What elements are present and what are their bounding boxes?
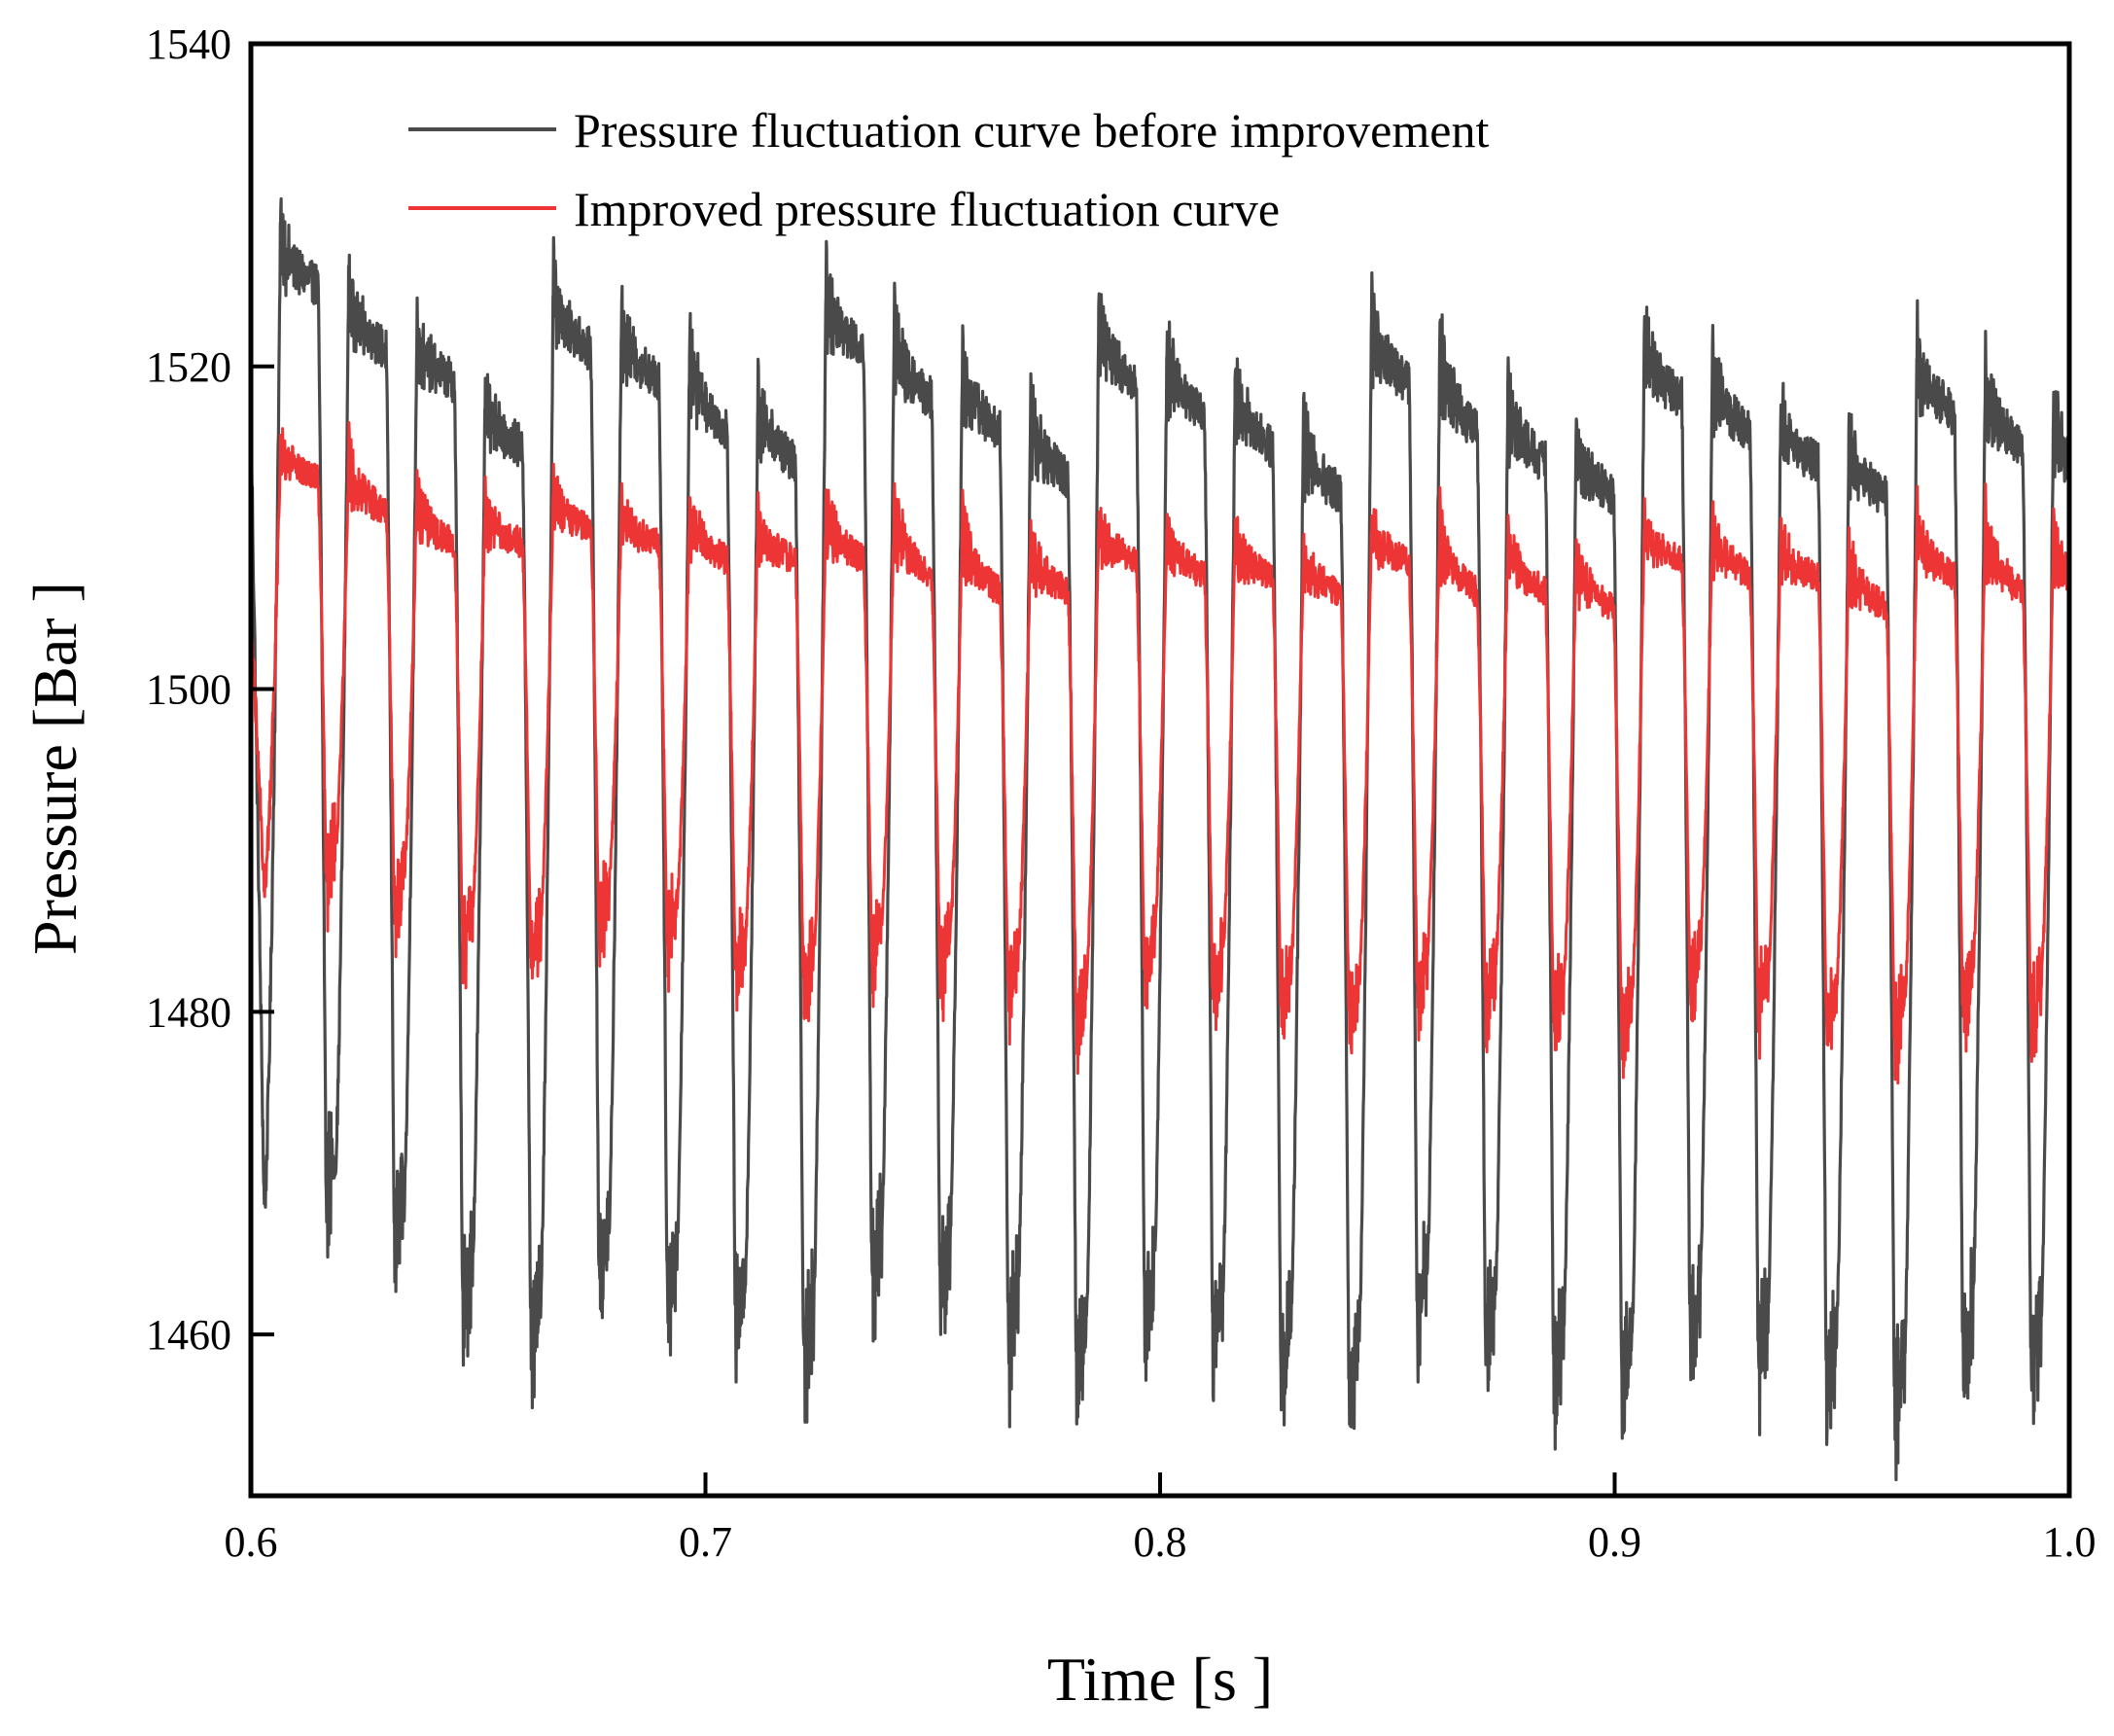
x-axis: 0.6 0.7 0.8 0.9 1.0 xyxy=(225,1472,2096,1566)
y-tick-label: 1520 xyxy=(146,343,231,391)
y-axis: 1460 1480 1500 1520 1540 xyxy=(146,20,274,1359)
x-tick-label: 0.6 xyxy=(225,1518,278,1566)
y-axis-title: Pressure [Bar ] xyxy=(20,582,89,955)
legend: Pressure fluctuation curve before improv… xyxy=(408,103,1489,236)
legend-label-improved: Improved pressure fluctuation curve xyxy=(574,182,1280,236)
x-axis-title: Time [s ] xyxy=(1047,1645,1273,1714)
x-tick-label: 0.8 xyxy=(1134,1518,1187,1566)
x-tick-label: 0.7 xyxy=(679,1518,732,1566)
y-tick-label: 1460 xyxy=(146,1311,231,1359)
y-tick-label: 1500 xyxy=(146,666,231,714)
x-tick-label: 0.9 xyxy=(1588,1518,1641,1566)
y-tick-label: 1540 xyxy=(146,20,231,68)
x-tick-label: 1.0 xyxy=(2043,1518,2096,1566)
legend-label-before: Pressure fluctuation curve before improv… xyxy=(574,103,1489,158)
y-tick-label: 1480 xyxy=(146,988,231,1036)
series-improved-line xyxy=(251,421,2069,1085)
series-before-improvement-line xyxy=(251,196,2069,1482)
series-layer xyxy=(251,196,2069,1482)
